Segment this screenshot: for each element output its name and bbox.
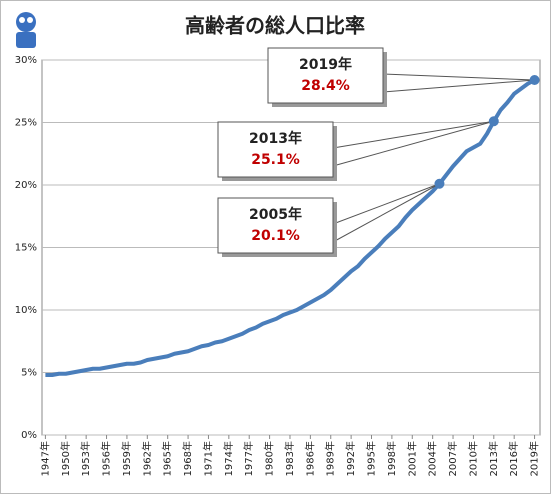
y-tick-label: 20% xyxy=(15,180,37,191)
x-tick-label: 1962年 xyxy=(140,441,153,476)
leader-line xyxy=(332,120,494,149)
x-tick-label: 1965年 xyxy=(161,441,174,476)
x-tick-label: 1983年 xyxy=(283,441,296,476)
leader-line xyxy=(332,183,440,225)
marker xyxy=(529,75,540,85)
leader-line xyxy=(332,120,494,167)
x-tick-label: 2004年 xyxy=(426,441,439,476)
y-tick-label: 30% xyxy=(15,55,37,66)
x-tick-label: 2001年 xyxy=(405,441,418,476)
x-tick-label: 1947年 xyxy=(38,441,51,476)
y-tick-label: 25% xyxy=(15,118,37,129)
callout-box xyxy=(217,197,334,254)
mascot-icon xyxy=(16,12,36,48)
x-tick-label: 1989年 xyxy=(324,441,337,476)
callout-value: 25.1% xyxy=(251,152,300,168)
callout-box xyxy=(267,47,384,104)
line xyxy=(45,78,536,377)
x-tick-label: 2007年 xyxy=(446,441,459,476)
callout-value: 28.4% xyxy=(301,78,350,94)
callout-value: 20.1% xyxy=(251,228,300,244)
marker xyxy=(488,116,499,127)
marker xyxy=(434,178,445,189)
chart-title: 高齢者の総人口比率 xyxy=(185,14,365,38)
x-tick-label: 1974年 xyxy=(222,441,235,476)
x-tick-label: 2019年 xyxy=(528,441,541,476)
x-tick-label: 1959年 xyxy=(120,441,133,476)
x-tick-label: 2010年 xyxy=(466,441,479,476)
x-tick-label: 1968年 xyxy=(181,441,194,476)
x-tick-label: 1950年 xyxy=(59,441,72,476)
leader-line xyxy=(382,73,535,81)
y-tick-label: 10% xyxy=(15,305,37,316)
x-tick-label: 1956年 xyxy=(100,441,113,476)
leader-line xyxy=(382,79,535,93)
callout-year: 2005年 xyxy=(249,206,302,223)
x-tick-label: 1980年 xyxy=(263,441,276,476)
callout-year: 2019年 xyxy=(299,56,352,73)
leader-line xyxy=(332,183,440,243)
x-tick-label: 1986年 xyxy=(303,441,316,476)
y-tick-label: 5% xyxy=(21,368,37,379)
callout-year: 2013年 xyxy=(249,130,302,147)
x-tick-label: 1953年 xyxy=(79,441,92,476)
x-tick-label: 1995年 xyxy=(365,441,378,476)
x-tick-label: 1998年 xyxy=(385,441,398,476)
x-tick-label: 2016年 xyxy=(507,441,520,476)
y-tick-label: 15% xyxy=(15,243,37,254)
x-tick-label: 1977年 xyxy=(242,441,255,476)
x-tick-label: 2013年 xyxy=(487,441,500,476)
callout-box xyxy=(217,121,334,178)
x-tick-label: 1992年 xyxy=(344,441,357,476)
x-tick-label: 1971年 xyxy=(201,441,214,476)
y-tick-label: 0% xyxy=(21,430,37,441)
